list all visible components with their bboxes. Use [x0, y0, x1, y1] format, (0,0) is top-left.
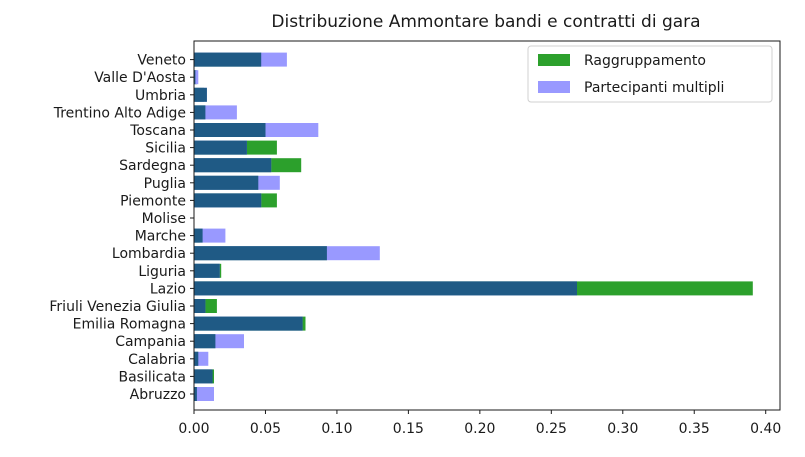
bar-overlap-liguria	[194, 263, 220, 278]
y-tick-label-trentino-alto-adige: Trentino Alto Adige	[53, 105, 186, 121]
y-tick-label-lombardia: Lombardia	[112, 246, 186, 262]
bar-overlap-basilicata	[194, 369, 213, 384]
bar-overlap-valle-d-aosta	[194, 70, 196, 85]
y-tick-label-basilicata: Basilicata	[119, 369, 187, 385]
y-tick-label-sardegna: Sardegna	[119, 158, 186, 174]
x-tick-label-0-35: 0.35	[679, 421, 710, 437]
bar-overlap-piemonte	[194, 193, 262, 208]
y-tick-label-umbria: Umbria	[135, 88, 186, 104]
legend-box	[527, 45, 773, 103]
y-tick-label-friuli-venezia-giulia: Friuli Venezia Giulia	[49, 299, 186, 315]
y-tick-label-calabria: Calabria	[128, 352, 186, 368]
y-tick-label-emilia-romagna: Emilia Romagna	[73, 317, 186, 333]
y-tick-label-marche: Marche	[135, 229, 186, 245]
x-tick-label-0-30: 0.30	[607, 421, 638, 437]
y-tick-label-valle-d-aosta: Valle D'Aosta	[94, 70, 186, 86]
bar-partecipanti-multipli-valle-d-aosta	[194, 70, 199, 85]
legend-label-partecipanti-multipli: Partecipanti multipli	[584, 80, 724, 96]
bar-overlap-lazio	[194, 281, 577, 296]
bar-overlap-abruzzo	[194, 387, 197, 401]
bar-overlap-toscana	[194, 123, 266, 137]
bar-overlap-emilia-romagna	[194, 316, 303, 331]
legend-swatch-partecipanti-multipli	[538, 81, 570, 93]
x-tick-label-0-20: 0.20	[464, 421, 495, 437]
bar-partecipanti-multipli-abruzzo	[194, 387, 214, 401]
legend-label-raggruppamento: Raggruppamento	[584, 53, 706, 69]
plot-frame	[193, 40, 781, 411]
x-tick-label-0-25: 0.25	[536, 421, 567, 437]
x-axis: 0.00 0.05 0.10 0.15 0.20 0.25 0.30 0.35 0.40	[178, 410, 781, 437]
bar-overlap-trentino-alto-adige	[194, 105, 206, 120]
y-tick-label-lazio: Lazio	[150, 281, 186, 297]
x-tick-label-0-10: 0.10	[321, 421, 352, 437]
y-tick-label-piemonte: Piemonte	[120, 193, 186, 209]
y-tick-label-veneto: Veneto	[137, 53, 186, 69]
x-tick-label-0-40: 0.40	[750, 421, 781, 437]
y-tick-label-puglia: Puglia	[144, 176, 186, 192]
bar-overlap-veneto	[194, 52, 262, 67]
y-tick-label-liguria: Liguria	[138, 264, 186, 280]
series-raggruppamento	[194, 52, 753, 401]
bar-overlap-marche	[194, 228, 203, 243]
bar-overlap-sardegna	[194, 158, 272, 173]
y-tick-label-sicilia: Sicilia	[145, 141, 186, 157]
legend-swatch-raggruppamento	[538, 54, 570, 66]
y-tick-label-molise: Molise	[142, 211, 186, 227]
y-tick-label-campania: Campania	[115, 334, 186, 350]
x-tick-label-0-05: 0.05	[250, 421, 281, 437]
y-tick-label-toscana: Toscana	[129, 123, 186, 139]
bar-overlap-puglia	[194, 175, 259, 190]
bar-overlap-calabria	[194, 351, 199, 366]
series-overlap	[194, 52, 577, 401]
bar-overlap-sicilia	[194, 140, 247, 155]
x-tick-label-0-15: 0.15	[393, 421, 424, 437]
bar-overlap-lombardia	[194, 246, 327, 261]
chart-title: Distribuzione Ammontare bandi e contratt…	[271, 12, 700, 32]
legend: Raggruppamento Partecipanti multipli	[527, 45, 773, 103]
series-partecipanti-multipli	[194, 52, 577, 401]
bar-overlap-campania	[194, 334, 216, 349]
x-tick-label-0-00: 0.00	[178, 421, 209, 437]
bar-overlap-umbria	[194, 87, 207, 102]
bar-overlap-friuli-venezia-giulia	[194, 299, 206, 313]
y-tick-label-abruzzo: Abruzzo	[130, 387, 186, 403]
